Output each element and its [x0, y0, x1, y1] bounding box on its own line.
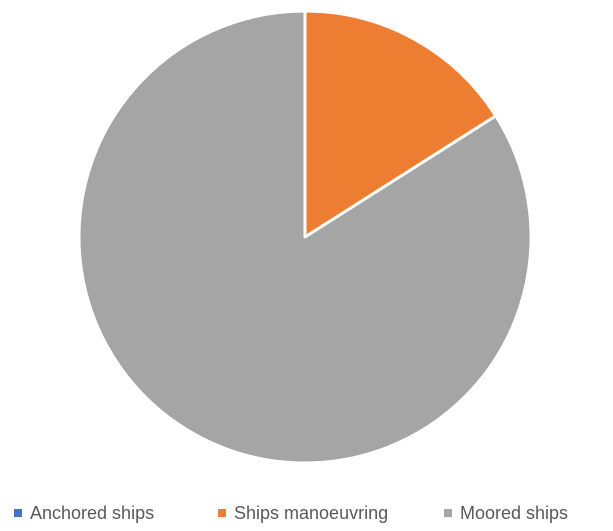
legend-label-anchored-ships: Anchored ships — [30, 503, 155, 523]
legend-swatch-anchored-ships — [14, 509, 22, 517]
legend-swatch-moored-ships — [444, 509, 452, 517]
pie-slice-moored-ships — [77, 9, 533, 465]
legend-swatch-ships-manoeuvring — [218, 509, 226, 517]
legend-item-moored-ships: Moored ships — [444, 502, 568, 524]
legend-label-ships-manoeuvring: Ships manoeuvring — [234, 503, 389, 523]
pie-slice-ships-manoeuvring — [303, 9, 498, 239]
chart-legend: Anchored ships Ships manoeuvring Moored … — [0, 502, 613, 528]
pie-plot-area — [77, 9, 533, 465]
legend-item-ships-manoeuvring: Ships manoeuvring — [218, 502, 388, 524]
legend-item-anchored-ships: Anchored ships — [14, 502, 154, 524]
legend-label-moored-ships: Moored ships — [460, 503, 569, 523]
